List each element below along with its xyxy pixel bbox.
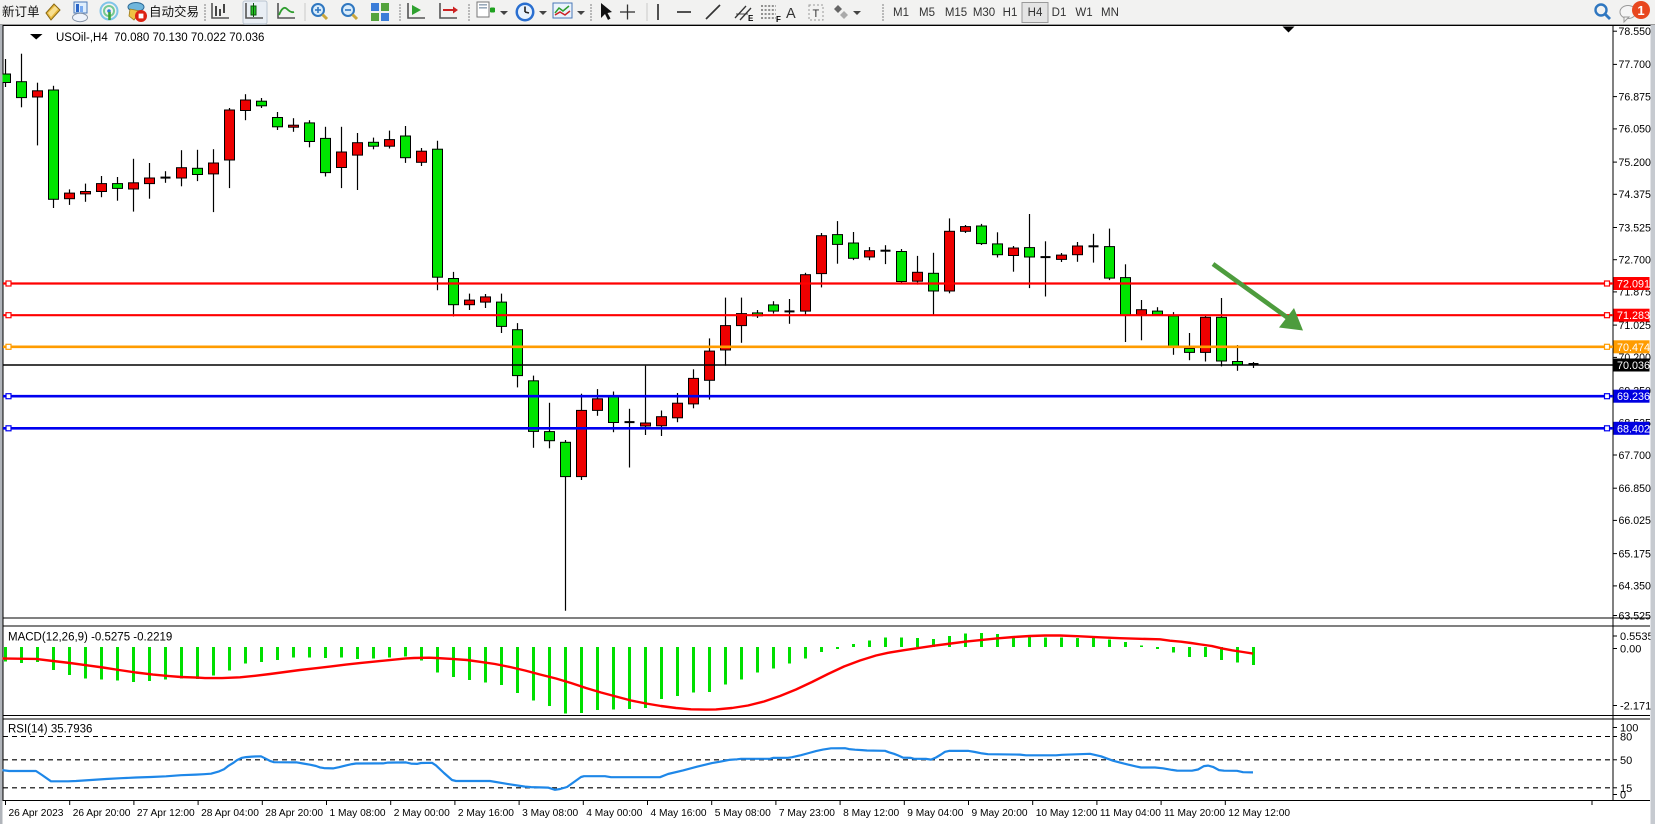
svg-text:3 May 08:00: 3 May 08:00 — [522, 808, 578, 819]
svg-text:D1: D1 — [1052, 7, 1067, 19]
svg-text:M5: M5 — [919, 7, 935, 19]
svg-text:10 May 12:00: 10 May 12:00 — [1036, 808, 1098, 819]
svg-text:7 May 23:00: 7 May 23:00 — [779, 808, 835, 819]
svg-text:0: 0 — [1620, 790, 1626, 802]
svg-text:69.236: 69.236 — [1617, 391, 1650, 403]
svg-text:74.375: 74.375 — [1619, 189, 1652, 201]
svg-text:80: 80 — [1620, 732, 1632, 744]
svg-text:MACD(12,26,9) -0.5275 -0.2219: MACD(12,26,9) -0.5275 -0.2219 — [8, 632, 172, 644]
svg-text:4 May 00:00: 4 May 00:00 — [586, 808, 642, 819]
svg-text:-2.1713: -2.1713 — [1620, 701, 1655, 713]
svg-text:26 Apr 2023: 26 Apr 2023 — [9, 808, 64, 819]
svg-text:9 May 04:00: 9 May 04:00 — [907, 808, 963, 819]
svg-text:F: F — [776, 15, 781, 24]
svg-text:100: 100 — [1620, 723, 1638, 735]
svg-text:11 May 04:00: 11 May 04:00 — [1100, 808, 1161, 819]
svg-text:26 Apr 20:00: 26 Apr 20:00 — [73, 808, 131, 819]
svg-text:1 May 08:00: 1 May 08:00 — [330, 808, 386, 819]
svg-text:M1: M1 — [893, 7, 909, 19]
svg-text:71.283: 71.283 — [1617, 310, 1650, 322]
svg-text:0.5535: 0.5535 — [1620, 631, 1654, 643]
svg-text:自动交易: 自动交易 — [149, 4, 199, 19]
svg-text:76.875: 76.875 — [1619, 91, 1652, 103]
svg-text:66.025: 66.025 — [1619, 515, 1652, 527]
svg-text:W1: W1 — [1075, 7, 1092, 19]
svg-text:12 May 12:00: 12 May 12:00 — [1228, 808, 1290, 819]
svg-text:0.00: 0.00 — [1620, 644, 1641, 656]
svg-text:RSI(14) 35.7936: RSI(14) 35.7936 — [8, 724, 92, 736]
svg-text:MN: MN — [1101, 7, 1119, 19]
svg-text:H1: H1 — [1003, 7, 1018, 19]
svg-text:4 May 16:00: 4 May 16:00 — [651, 808, 707, 819]
svg-text:71.025: 71.025 — [1619, 320, 1652, 332]
svg-text:27 Apr 12:00: 27 Apr 12:00 — [137, 808, 195, 819]
svg-text:11 May 20:00: 11 May 20:00 — [1164, 808, 1225, 819]
svg-text:67.700: 67.700 — [1619, 450, 1652, 462]
svg-text:73.525: 73.525 — [1619, 222, 1652, 234]
svg-text:28 Apr 20:00: 28 Apr 20:00 — [265, 808, 323, 819]
svg-text:T: T — [813, 8, 820, 20]
svg-text:2 May 00:00: 2 May 00:00 — [394, 808, 450, 819]
svg-text:77.700: 77.700 — [1619, 59, 1652, 71]
svg-text:H4: H4 — [1028, 7, 1043, 19]
svg-text:75.200: 75.200 — [1619, 157, 1652, 169]
svg-text:E: E — [748, 14, 754, 23]
svg-text:70.474: 70.474 — [1617, 342, 1650, 354]
svg-text:8 May 12:00: 8 May 12:00 — [843, 808, 899, 819]
svg-text:28 Apr 04:00: 28 Apr 04:00 — [201, 808, 259, 819]
svg-text:66.850: 66.850 — [1619, 483, 1652, 495]
svg-text:2 May 16:00: 2 May 16:00 — [458, 808, 514, 819]
svg-text:15: 15 — [1620, 783, 1632, 795]
svg-text:USOil-,H4 70.080 70.130 70.02: USOil-,H4 70.080 70.130 70.022 70.036 — [56, 32, 264, 44]
svg-text:70.036: 70.036 — [1617, 360, 1650, 372]
svg-text:新订单: 新订单 — [2, 4, 40, 19]
svg-text:5 May 08:00: 5 May 08:00 — [715, 808, 771, 819]
svg-text:A: A — [786, 6, 796, 22]
svg-text:M30: M30 — [973, 7, 995, 19]
svg-text:64.350: 64.350 — [1619, 581, 1652, 593]
svg-text:50: 50 — [1620, 755, 1632, 767]
svg-text:63.525: 63.525 — [1619, 610, 1652, 622]
svg-text:M15: M15 — [945, 7, 967, 19]
svg-text:68.402: 68.402 — [1617, 423, 1650, 435]
svg-text:65.175: 65.175 — [1619, 548, 1652, 560]
svg-text:72.700: 72.700 — [1619, 255, 1652, 267]
svg-text:78.550: 78.550 — [1619, 26, 1652, 38]
svg-text:72.091: 72.091 — [1617, 279, 1650, 291]
svg-text:76.050: 76.050 — [1619, 124, 1652, 136]
svg-text:1: 1 — [1637, 3, 1644, 18]
svg-text:9 May 20:00: 9 May 20:00 — [972, 808, 1028, 819]
